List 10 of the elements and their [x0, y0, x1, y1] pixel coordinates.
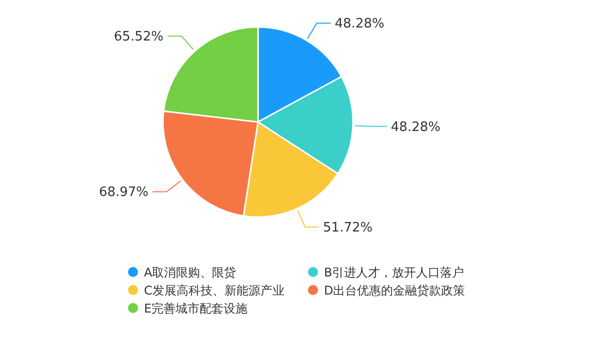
legend-label: D出台优惠的金融贷款政策	[324, 284, 466, 298]
legend-label: C发展高科技、新能源产业	[144, 284, 284, 298]
data-label: 51.72%	[323, 220, 373, 236]
data-label: 65.52%	[114, 30, 164, 45]
data-label: 48.28%	[390, 120, 440, 135]
data-label: 48.28%	[334, 16, 384, 32]
legend-label: A取消限购、限贷	[144, 266, 236, 280]
legend-label: E完善城市配套设施	[144, 302, 248, 316]
legend-label: B引进人才，放开人口落户	[324, 266, 464, 280]
data-label: 68.97%	[98, 185, 149, 200]
